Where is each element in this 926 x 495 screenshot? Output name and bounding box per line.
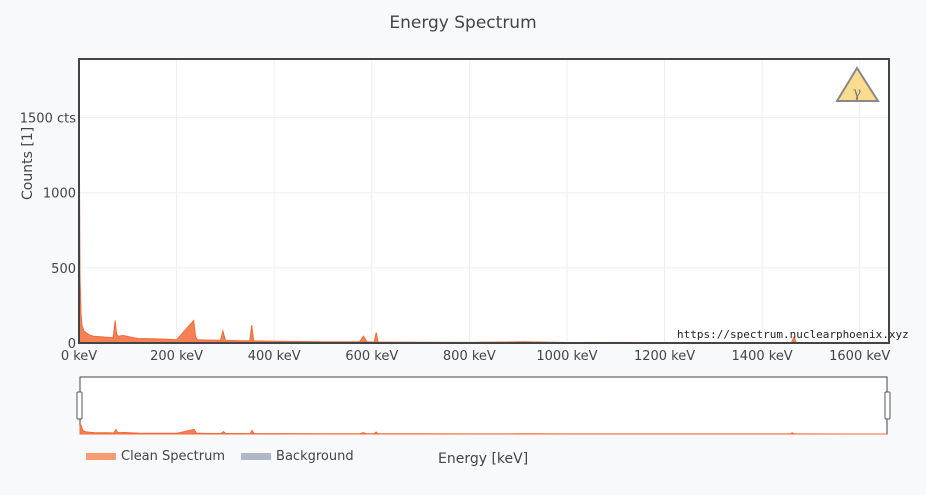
plot-frame <box>78 58 890 344</box>
range-slider-background <box>79 376 888 435</box>
chart-title: Energy Spectrum <box>389 13 537 33</box>
y-tick-label: 0 <box>68 337 76 352</box>
x-tick-label: 1000 keV <box>536 349 597 364</box>
legend-label-background: Background <box>276 449 354 464</box>
x-tick-label: 0 keV <box>61 349 97 364</box>
gamma-warning-icon: γ <box>835 66 880 102</box>
y-tick-label: 500 <box>51 262 76 277</box>
legend-item-background[interactable]: Background <box>241 449 354 464</box>
x-tick-label: 600 keV <box>345 349 398 364</box>
legend-label-clean: Clean Spectrum <box>121 449 226 464</box>
range-slider[interactable] <box>76 376 891 435</box>
svg-text:γ: γ <box>853 85 861 101</box>
range-handle-left[interactable] <box>76 391 83 420</box>
legend-swatch-background <box>241 453 272 460</box>
watermark-link[interactable]: https://spectrum.nuclearphoenix.xyz <box>677 328 909 341</box>
y-axis-label: Counts [1] <box>20 126 36 200</box>
legend-swatch-clean <box>86 453 116 460</box>
y-tick-label: 1500 cts <box>20 112 76 127</box>
x-tick-label: 400 keV <box>248 349 301 364</box>
main-plot-area[interactable]: 0 keV 200 keV 400 keV 600 keV 800 keV 1000 ke… <box>20 58 891 364</box>
plot-background <box>79 59 889 343</box>
x-tick-label: 200 keV <box>150 349 203 364</box>
range-series-area-0 <box>79 424 887 435</box>
legend: Clean Spectrum Background <box>86 449 370 464</box>
x-tick-label: 1600 keV <box>829 349 890 364</box>
x-axis-label: Energy [keV] <box>438 451 529 467</box>
x-tick-label: 1400 keV <box>732 349 793 364</box>
range-handle-right[interactable] <box>884 391 891 420</box>
legend-item-clean[interactable]: Clean Spectrum <box>86 449 225 464</box>
x-tick-label: 800 keV <box>443 349 496 364</box>
y-tick-label: 1000 <box>43 187 76 202</box>
x-tick-label: 1200 keV <box>634 349 695 364</box>
